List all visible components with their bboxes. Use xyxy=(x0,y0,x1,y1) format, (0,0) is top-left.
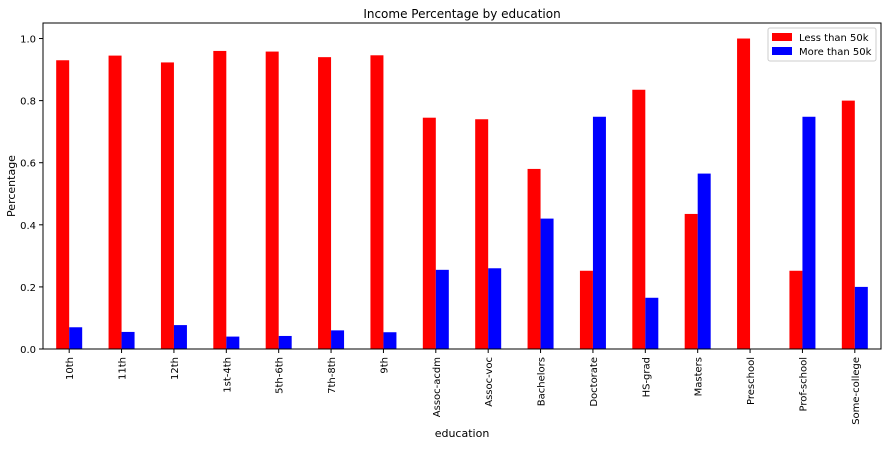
x-tick-label: 7th-8th xyxy=(327,357,338,394)
bar-more-than-50k-some-college xyxy=(854,286,868,349)
bar-less-than-50k-5th-6th xyxy=(265,51,279,349)
x-tick-label: Masters xyxy=(694,357,705,396)
x-tick-label: HS-grad xyxy=(641,357,652,397)
x-tick-label: 9th xyxy=(379,357,390,374)
bar-less-than-50k-some-college xyxy=(841,100,855,349)
x-tick-label: 1st-4th xyxy=(222,357,233,393)
bar-less-than-50k-masters xyxy=(684,213,698,349)
bar-less-than-50k-prof-school xyxy=(789,270,803,349)
legend: Less than 50k More than 50k xyxy=(767,27,877,62)
bar-more-than-50k-1st-4th xyxy=(226,336,240,349)
legend-box xyxy=(767,27,877,62)
x-axis: 10th 11th 12th 1st-4th 5th-6th 7th-8th 9th Asso… xyxy=(65,349,862,425)
x-tick-label: 10th xyxy=(65,357,76,380)
x-tick-label: 11th xyxy=(118,357,129,380)
bar-more-than-50k-7th-8th xyxy=(331,330,345,349)
bar-less-than-50k-9th xyxy=(370,55,384,350)
bar-less-than-50k-assoc-acdm xyxy=(422,117,436,349)
y-tick-label: 0.2 xyxy=(20,283,36,294)
x-tick-label: Some-college xyxy=(851,357,862,425)
chart-title: Income Percentage by education xyxy=(363,7,560,21)
bars-layer xyxy=(56,38,868,350)
x-axis-label: education xyxy=(435,427,490,440)
bar-more-than-50k-masters xyxy=(697,173,711,349)
bar-more-than-50k-11th xyxy=(121,331,135,349)
bar-less-than-50k-12th xyxy=(160,62,174,349)
legend-label: More than 50k xyxy=(799,47,872,58)
bar-more-than-50k-assoc-acdm xyxy=(435,269,449,349)
bar-less-than-50k-11th xyxy=(108,55,122,349)
x-tick-label: Bachelors xyxy=(537,357,548,406)
y-tick-label: 1.0 xyxy=(20,35,36,46)
bar-more-than-50k-assoc-voc xyxy=(488,268,502,349)
bar-more-than-50k-bachelors xyxy=(540,218,554,349)
legend-swatch xyxy=(772,47,792,55)
y-axis: 0.0 0.2 0.4 0.6 0.8 1.0 xyxy=(20,35,43,356)
x-tick-label: Doctorate xyxy=(589,357,600,407)
bar-more-than-50k-10th xyxy=(69,327,83,349)
bar-more-than-50k-5th-6th xyxy=(278,335,292,349)
x-tick-label: Preschool xyxy=(746,357,757,405)
legend-label: Less than 50k xyxy=(799,33,869,44)
bar-more-than-50k-prof-school xyxy=(802,116,816,349)
bar-more-than-50k-doctorate xyxy=(592,116,606,349)
x-tick-label: Prof-school xyxy=(798,357,809,412)
x-tick-label: Assoc-acdm xyxy=(432,357,443,417)
bar-more-than-50k-12th xyxy=(173,325,187,349)
bar-less-than-50k-hs-grad xyxy=(632,89,646,349)
bar-less-than-50k-assoc-voc xyxy=(475,119,489,349)
y-tick-label: 0.8 xyxy=(20,97,36,108)
bar-less-than-50k-doctorate xyxy=(579,270,593,349)
plot-frame xyxy=(42,22,882,350)
bar-more-than-50k-hs-grad xyxy=(645,297,659,349)
bar-less-than-50k-7th-8th xyxy=(318,57,332,350)
bar-less-than-50k-bachelors xyxy=(527,168,541,349)
x-tick-label: 5th-6th xyxy=(275,357,286,394)
bar-less-than-50k-1st-4th xyxy=(213,50,227,349)
x-tick-label: 12th xyxy=(170,357,181,380)
x-tick-label: Assoc-voc xyxy=(484,357,495,407)
y-tick-label: 0.4 xyxy=(20,221,36,232)
bar-less-than-50k-10th xyxy=(56,60,70,349)
legend-swatch xyxy=(772,33,792,41)
bar-more-than-50k-9th xyxy=(383,332,397,349)
y-tick-label: 0.0 xyxy=(20,345,36,356)
y-tick-label: 0.6 xyxy=(20,159,36,170)
bar-less-than-50k-preschool xyxy=(737,38,751,350)
y-axis-label: Percentage xyxy=(5,155,18,217)
